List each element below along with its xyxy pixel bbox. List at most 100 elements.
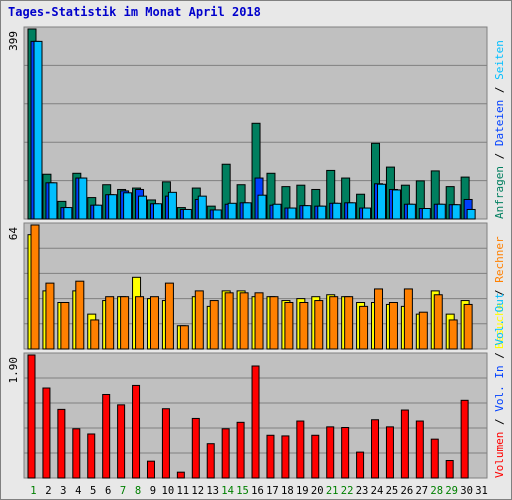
bar-volumen-day-7 [117, 404, 126, 479]
x-tick-label-25: 25 [386, 485, 399, 497]
bar-volumen-day-17 [266, 434, 275, 479]
bar-seiten-day-18 [287, 207, 297, 220]
bar-seiten-day-23 [362, 207, 372, 220]
bar-rechner-day-17 [269, 296, 279, 350]
bar-rechner-day-26 [403, 288, 413, 350]
bar-rechner-day-24 [374, 288, 384, 350]
bar-rechner-day-23 [359, 305, 369, 350]
legend-separator: / [493, 80, 506, 100]
bar-seiten-day-1 [33, 40, 43, 220]
x-tick-label-26: 26 [401, 485, 414, 497]
bar-rechner-day-4 [75, 280, 85, 350]
bar-seiten-day-24 [377, 183, 387, 220]
bar-rechner-day-1 [30, 224, 40, 350]
x-tick-label-29: 29 [445, 485, 458, 497]
x-tick-label-17: 17 [266, 485, 279, 497]
bar-seiten-day-19 [302, 205, 312, 220]
legend-separator: / [493, 146, 506, 166]
bar-seiten-day-14 [227, 202, 237, 220]
x-tick-label-30: 30 [460, 485, 473, 497]
x-tick-label-13: 13 [206, 485, 219, 497]
panel-3-ymax-label: 1.90 [7, 357, 20, 384]
bar-seiten-day-22 [347, 202, 357, 220]
bar-volumen-day-6 [102, 393, 111, 479]
bar-rechner-day-9 [149, 296, 159, 350]
x-tick-label-2: 2 [45, 485, 51, 497]
bar-volumen-day-23 [356, 451, 365, 479]
bar-rechner-day-8 [135, 296, 145, 350]
bar-seiten-day-30 [466, 208, 476, 220]
bar-volumen-day-19 [296, 420, 305, 479]
bar-rechner-day-12 [194, 290, 204, 350]
bar-volumen-day-15 [236, 421, 245, 479]
x-tick-label-20: 20 [311, 485, 324, 497]
legend-entry: Seiten [493, 40, 506, 80]
bar-rechner-day-6 [105, 296, 115, 350]
bar-volumen-day-27 [415, 420, 424, 479]
x-tick-label-9: 9 [150, 485, 156, 497]
bar-seiten-day-12 [197, 195, 207, 220]
x-tick-label-19: 19 [296, 485, 309, 497]
bar-rechner-day-2 [45, 282, 55, 350]
x-tick-label-24: 24 [371, 485, 384, 497]
bar-seiten-day-10 [167, 191, 177, 220]
x-tick-label-27: 27 [415, 485, 428, 497]
bar-seiten-day-16 [257, 194, 267, 220]
x-tick-label-3: 3 [60, 485, 66, 497]
x-tick-label-6: 6 [105, 485, 111, 497]
bar-rechner-day-20 [314, 300, 324, 350]
chart-title: Tages-Statistik im Monat April 2018 [8, 5, 261, 19]
bar-rechner-day-25 [388, 302, 398, 350]
bar-volumen-day-18 [281, 435, 290, 479]
x-tick-label-7: 7 [120, 485, 126, 497]
bar-seiten-day-27 [421, 208, 431, 220]
legend-entry: Rechner [493, 236, 506, 283]
legend-entry: Vol. In [493, 365, 506, 411]
bar-rechner-day-5 [90, 319, 100, 350]
bar-volumen-day-30 [460, 399, 469, 479]
panel-2-legend: Besuche / Rechner [493, 236, 506, 349]
bar-rechner-day-10 [164, 282, 174, 350]
panel-3-legend: Volumen / Vol. In / Vol. Out [493, 293, 506, 478]
bar-rechner-day-14 [224, 292, 234, 350]
bar-volumen-day-12 [191, 417, 200, 479]
bar-volumen-day-26 [400, 409, 409, 479]
bar-volumen-day-1 [27, 354, 36, 479]
bar-seiten-day-21 [332, 202, 342, 220]
x-tick-label-8: 8 [135, 485, 141, 497]
x-tick-label-31: 31 [475, 485, 488, 497]
bar-seiten-day-7 [123, 192, 133, 220]
bar-rechner-day-16 [254, 292, 264, 350]
panel-1-legend: Anfragen / Dateien / Seiten [493, 40, 506, 219]
bar-seiten-day-4 [78, 177, 88, 220]
bar-seiten-day-28 [436, 203, 446, 220]
x-tick-label-18: 18 [281, 485, 294, 497]
bar-rechner-day-21 [329, 296, 339, 350]
bar-seiten-day-29 [451, 204, 461, 220]
bar-volumen-day-22 [341, 427, 350, 479]
bar-volumen-day-24 [371, 419, 380, 479]
bar-seiten-day-3 [63, 207, 73, 220]
x-tick-label-12: 12 [191, 485, 204, 497]
bar-seiten-day-20 [317, 205, 327, 220]
bar-rechner-day-7 [120, 296, 130, 350]
bar-seiten-day-17 [272, 203, 282, 220]
bar-seiten-day-9 [152, 203, 162, 220]
bar-volumen-day-25 [385, 426, 394, 479]
x-tick-label-4: 4 [75, 485, 81, 497]
x-tick-label-15: 15 [236, 485, 249, 497]
bar-rechner-day-13 [209, 300, 219, 350]
x-tick-label-10: 10 [162, 485, 175, 497]
bar-seiten-day-26 [406, 203, 416, 220]
legend-entry: Anfragen [493, 166, 506, 219]
x-tick-label-1: 1 [30, 485, 36, 497]
bar-rechner-day-30 [463, 303, 473, 350]
bar-volumen-day-11 [176, 471, 185, 479]
bar-volumen-day-28 [430, 438, 439, 479]
bar-rechner-day-29 [448, 319, 458, 350]
bar-volumen-day-2 [42, 387, 51, 479]
bar-volumen-day-5 [87, 433, 96, 479]
x-tick-label-14: 14 [221, 485, 234, 497]
bar-volumen-day-29 [445, 460, 454, 479]
